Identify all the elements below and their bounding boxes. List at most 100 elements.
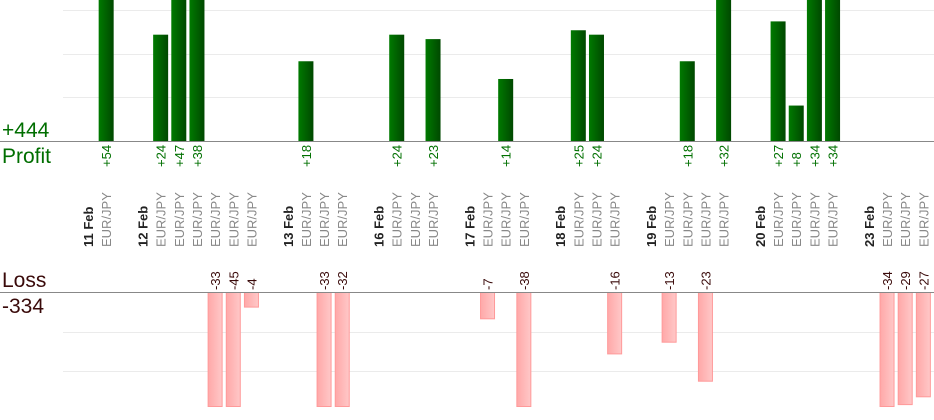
loss-bar	[897, 292, 913, 406]
profit-value-label: +38	[190, 145, 205, 167]
loss-bar	[915, 292, 931, 398]
pair-label: EUR/JPY	[408, 192, 423, 247]
profit-value-label: +34	[807, 145, 822, 167]
pair-label: EUR/JPY	[826, 192, 841, 247]
profit-bar	[425, 39, 441, 141]
pair-label: EUR/JPY	[317, 192, 332, 247]
pair-label: EUR/JPY	[589, 192, 604, 247]
profit-bar	[498, 78, 514, 141]
pair-label: EUR/JPY	[172, 192, 187, 247]
loss-bar	[661, 292, 677, 343]
date-label: 13 Feb	[281, 206, 296, 247]
pair-label: EUR/JPY	[880, 192, 895, 247]
loss-value-label: -32	[335, 271, 350, 290]
pair-label: EUR/JPY	[807, 192, 822, 247]
profit-bar	[806, 0, 822, 141]
loss-bar	[480, 292, 496, 320]
pair-label: EUR/JPY	[662, 192, 677, 247]
date-label: 19 Feb	[644, 206, 659, 247]
loss-value-label: -33	[317, 271, 332, 290]
loss-value-label: -45	[226, 271, 241, 290]
pair-label: EUR/JPY	[481, 192, 496, 247]
profit-bar	[788, 105, 804, 141]
loss-bar	[334, 292, 350, 407]
date-label: 12 Feb	[135, 206, 150, 247]
pair-label: EUR/JPY	[190, 192, 205, 247]
profit-value-label: +8	[789, 152, 804, 167]
labels: 11 Feb EUR/JPY +54 12 Feb EUR/JPY +24 EUR/JPY +…	[81, 145, 931, 290]
loss-bar	[607, 292, 623, 355]
profit-value-label: +54	[99, 145, 114, 167]
profit-value-label: +18	[680, 145, 695, 167]
profit-value-label: +24	[390, 145, 405, 167]
profit-bar	[298, 61, 314, 142]
pair-label: EUR/JPY	[789, 192, 804, 247]
loss-value-label: -29	[898, 271, 913, 290]
date-label: 11 Feb	[81, 206, 96, 247]
pair-label: EUR/JPY	[698, 192, 713, 247]
date-label: 16 Feb	[372, 206, 387, 247]
pair-label: EUR/JPY	[426, 192, 441, 247]
profit-value-label: +32	[717, 145, 732, 167]
profit-value-label: +23	[426, 145, 441, 167]
loss-bar	[225, 292, 241, 407]
profit-value-label: +47	[172, 145, 187, 167]
profit-value-label: +24	[589, 145, 604, 167]
pair-label: EUR/JPY	[608, 192, 623, 247]
loss-value-label: -13	[662, 271, 677, 290]
pair-label: EUR/JPY	[571, 192, 586, 247]
loss-label: Loss	[2, 269, 46, 292]
profit-bar	[570, 30, 586, 141]
loss-bar	[316, 292, 332, 407]
loss-value-label: -38	[517, 271, 532, 290]
profit-value-label: +18	[299, 145, 314, 167]
date-label: 23 Feb	[862, 206, 877, 247]
profit-label: Profit	[2, 145, 51, 168]
profit-bar	[825, 0, 841, 141]
profit-bar	[770, 21, 786, 141]
profit-value-label: +34	[826, 145, 841, 167]
loss-bar	[207, 292, 223, 407]
loss-bar	[879, 292, 895, 407]
loss-value-label: -34	[880, 271, 895, 290]
loss-value-label: -27	[916, 271, 931, 290]
pair-label: EUR/JPY	[916, 192, 931, 247]
profit-value-label: +14	[499, 145, 514, 167]
profit-bar	[679, 61, 695, 142]
loss-total: -334	[2, 295, 44, 318]
pair-label: EUR/JPY	[299, 192, 314, 247]
pair-label: EUR/JPY	[771, 192, 786, 247]
pair-label: EUR/JPY	[717, 192, 732, 247]
pair-label: EUR/JPY	[898, 192, 913, 247]
pair-label: EUR/JPY	[680, 192, 695, 247]
loss-bar	[516, 292, 532, 407]
profit-bar	[389, 34, 405, 141]
loss-value-label: -33	[208, 271, 223, 290]
profit-bar	[716, 0, 732, 141]
pair-label: EUR/JPY	[244, 192, 259, 247]
loss-value-label: -23	[698, 271, 713, 290]
profit-bar	[98, 0, 114, 141]
pair-label: EUR/JPY	[208, 192, 223, 247]
pair-label: EUR/JPY	[99, 192, 114, 247]
loss-value-label: -16	[608, 271, 623, 290]
pair-label: EUR/JPY	[335, 192, 350, 247]
pair-label: EUR/JPY	[154, 192, 169, 247]
profit-bar	[171, 0, 187, 141]
loss-value-label: -7	[481, 278, 496, 290]
profit-value-label: +25	[571, 145, 586, 167]
profit-total: +444	[2, 119, 50, 142]
date-label: 18 Feb	[553, 206, 568, 247]
date-label: 20 Feb	[753, 206, 768, 247]
date-label: 17 Feb	[462, 206, 477, 247]
loss-bar	[697, 292, 713, 382]
profit-value-label: +27	[771, 145, 786, 167]
loss-value-label: -4	[244, 278, 259, 290]
profit-bar	[189, 0, 205, 141]
loss-bar	[243, 292, 259, 308]
pair-label: EUR/JPY	[226, 192, 241, 247]
pair-label: EUR/JPY	[499, 192, 514, 247]
bars	[98, 0, 931, 407]
pair-label: EUR/JPY	[390, 192, 405, 247]
